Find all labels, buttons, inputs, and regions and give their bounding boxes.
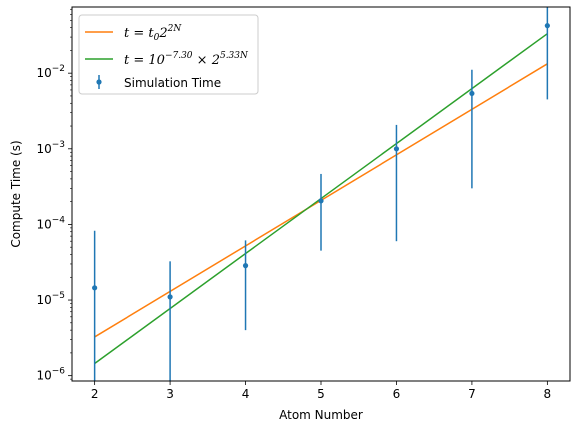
- data-point: [167, 294, 173, 300]
- y-tick-label: 10−5: [36, 291, 65, 307]
- y-tick-label: 10−2: [36, 64, 65, 80]
- legend-label-orange-fit: t = t022N: [124, 24, 182, 43]
- x-tick-label: 8: [544, 387, 552, 401]
- data-point: [242, 263, 249, 269]
- y-tick-label: 10−3: [36, 140, 65, 156]
- legend-box: [78, 14, 259, 95]
- series-layer: [92, 7, 550, 381]
- plot-frame: [71, 6, 571, 382]
- y-tick-label: 10−4: [36, 215, 65, 231]
- x-tick-label: 2: [91, 387, 99, 401]
- x-tick-label: 6: [393, 387, 401, 401]
- legend-orange-lhs: t = t: [124, 26, 154, 41]
- y-tick-label: 10−6: [36, 367, 65, 383]
- legend-swatch-marker: [96, 79, 102, 85]
- legend-orange-base: 2: [158, 26, 167, 41]
- legend-green-exp2: 5.33N: [220, 51, 249, 61]
- y-axis-label: Compute Time (s): [9, 140, 23, 247]
- x-tick-label: 7: [468, 387, 476, 401]
- legend-orange-sub: 0: [154, 33, 160, 43]
- data-point: [92, 285, 98, 291]
- legend: t = t022N t = 10−7.30 × 25.33N Simulatio…: [78, 14, 259, 95]
- data-point: [393, 146, 400, 152]
- legend-label-green-fit: t = 10−7.30 × 25.33N: [124, 51, 249, 68]
- data-point: [469, 90, 475, 97]
- x-tick-label: 4: [242, 387, 250, 401]
- legend-green-exp1: −7.30: [165, 51, 193, 61]
- legend-label-simulation-time: Simulation Time: [124, 76, 221, 90]
- x-axis-label: Atom Number: [279, 408, 363, 422]
- ticks-layer: 2 3 4 5 6 7 8 10−6 10−5 10−4 10−3 10−2: [36, 8, 552, 401]
- legend-green-mid: × 2: [193, 53, 220, 68]
- legend-green-lhs: t = 10: [124, 53, 165, 68]
- x-tick-label: 3: [166, 387, 174, 401]
- x-tick-label: 5: [317, 387, 325, 401]
- data-point: [318, 198, 324, 204]
- legend-orange-exp: 2N: [167, 24, 183, 34]
- data-point: [544, 23, 550, 29]
